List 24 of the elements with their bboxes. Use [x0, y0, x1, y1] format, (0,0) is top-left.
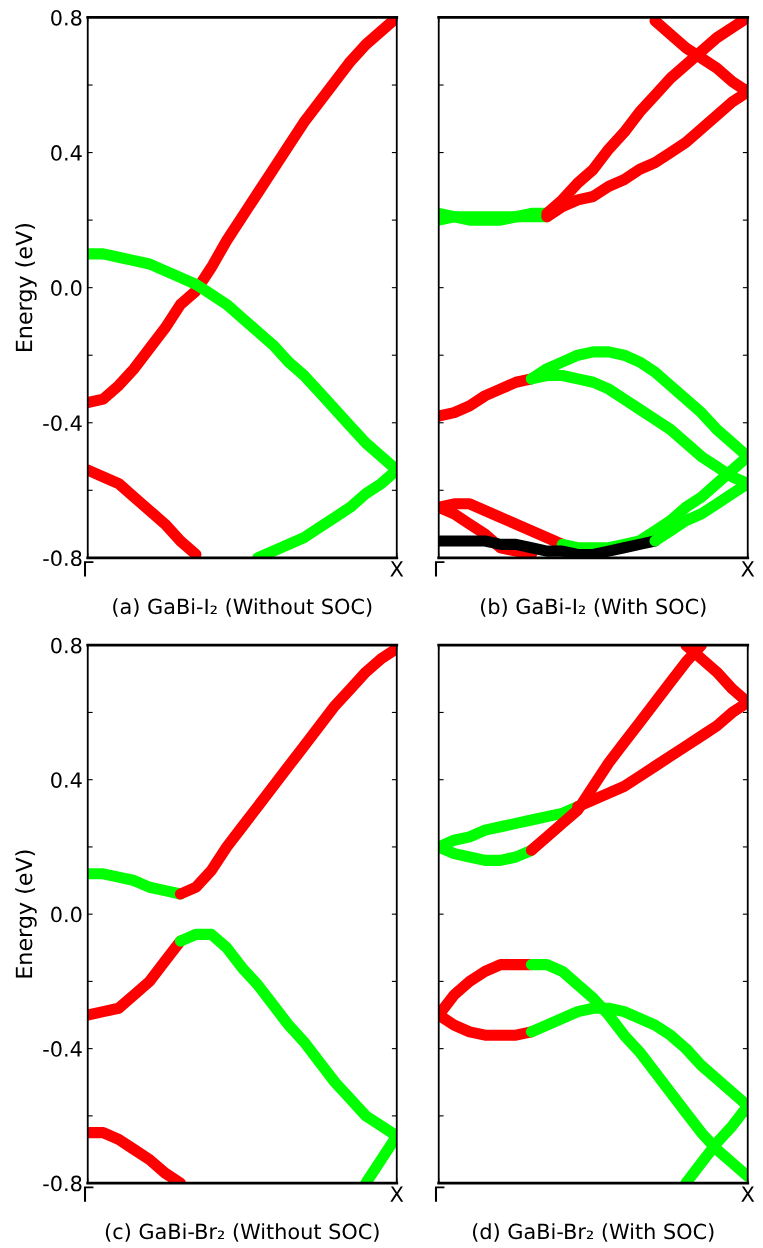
y-tick-label: 0.8 [51, 9, 82, 26]
x-tick-label: Γ [434, 561, 445, 577]
y-tick-label: -0.8 [43, 1175, 82, 1192]
y-tick-label: 0.8 [51, 637, 82, 654]
y-tick-label: 0.0 [51, 906, 82, 923]
text: (d) GaBi-Br₂ (With SOC) [473, 1223, 714, 1242]
text: (a) GaBi-I₂ (Without SOC) [113, 598, 372, 617]
y-tick-label: -0.8 [43, 550, 82, 567]
x-tick-label: X [741, 561, 755, 577]
x-tick-label: Γ [83, 561, 94, 577]
text: (c) GaBi-Br₂ (Without SOC) [105, 1223, 379, 1242]
y-axis-title: Energy (eV) [15, 224, 37, 352]
x-tick-label: X [390, 1186, 404, 1202]
x-tick-label: X [741, 1186, 755, 1202]
y-tick-label: -0.4 [43, 1041, 82, 1057]
x-tick-label: Γ [434, 1186, 445, 1202]
y-axis-title: Energy (eV) [15, 850, 37, 978]
text: (b) GaBi-I₂ (With SOC) [480, 598, 706, 617]
x-tick-label: Γ [83, 1186, 94, 1202]
y-tick-label: 0.4 [51, 145, 82, 161]
y-tick-label: 0.0 [51, 280, 82, 296]
y-tick-label: 0.4 [51, 772, 82, 788]
y-tick-label: -0.4 [43, 415, 82, 431]
x-tick-label: X [390, 561, 404, 577]
